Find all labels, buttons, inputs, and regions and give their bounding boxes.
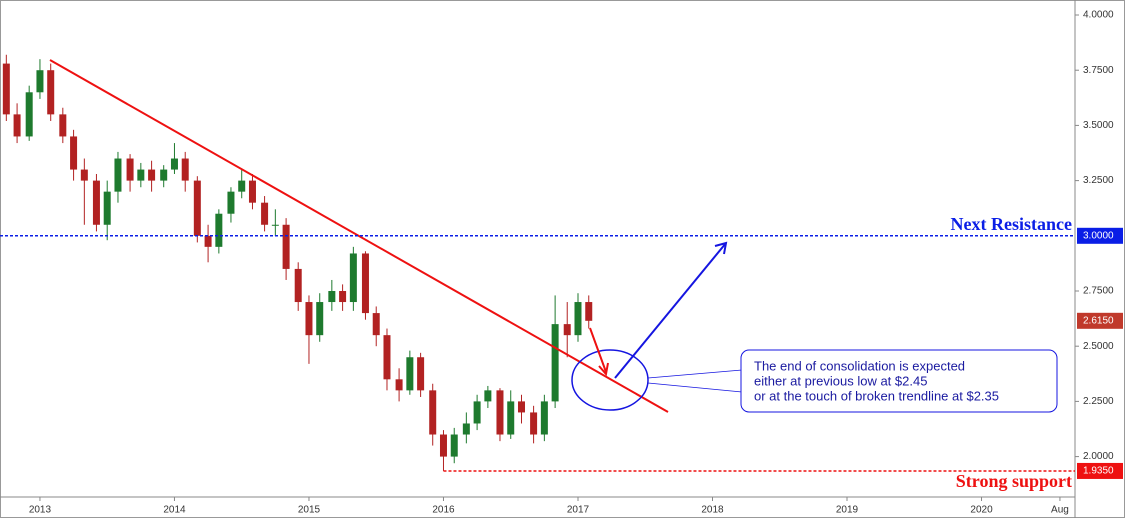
x-tick-label: 2015 <box>298 505 321 516</box>
candle-body <box>429 390 437 435</box>
candle-body <box>349 253 357 303</box>
candle-body <box>439 434 447 457</box>
target-ellipse <box>571 349 649 411</box>
candle-body <box>2 63 10 115</box>
candle-body <box>372 313 380 336</box>
candle-body <box>13 114 21 137</box>
candle-body <box>563 324 571 336</box>
last-price-bg <box>1077 312 1123 329</box>
candle-body <box>59 114 67 137</box>
x-tick-label: 2014 <box>163 505 186 516</box>
candle-body <box>383 335 391 380</box>
candle-body <box>574 302 582 336</box>
last-price-label: 2.6150 <box>1083 315 1114 326</box>
level-label-bg <box>1077 462 1123 479</box>
candle-body <box>294 268 302 303</box>
candle-body <box>316 302 324 336</box>
candle-body <box>47 70 55 115</box>
candle-body <box>215 213 223 247</box>
y-tick-label: 2.7500 <box>1083 286 1114 297</box>
level-name: Strong support <box>956 471 1072 491</box>
annotation-text: The end of consolidation is expected <box>754 358 965 373</box>
y-tick-label: 3.7500 <box>1083 65 1114 76</box>
candle-body <box>248 180 256 203</box>
up-arrow <box>614 242 727 379</box>
y-tick-label: 3.5000 <box>1083 120 1114 131</box>
y-tick-label: 3.2500 <box>1083 175 1114 186</box>
down-arrow <box>589 327 607 373</box>
candle-body <box>160 169 168 181</box>
level-label: 1.9350 <box>1083 466 1114 477</box>
level-label: 3.0000 <box>1083 230 1114 241</box>
candle-body <box>70 136 78 170</box>
candle-body <box>328 291 336 303</box>
y-tick-label: 4.0000 <box>1083 10 1114 21</box>
x-tick-label: 2019 <box>836 505 859 516</box>
candle-body <box>507 401 515 435</box>
candle-body <box>339 291 347 303</box>
candle-body <box>450 434 458 457</box>
x-tick-label: Aug <box>1051 505 1069 516</box>
candle-body <box>148 169 156 181</box>
annotation-text: either at previous low at $2.45 <box>754 373 927 388</box>
candle-body <box>238 180 246 192</box>
y-tick-label: 2.5000 <box>1083 341 1114 352</box>
candle-body <box>193 180 201 236</box>
x-tick-label: 2016 <box>432 505 455 516</box>
x-tick-label: 2018 <box>701 505 724 516</box>
annotation-box <box>740 349 1058 413</box>
candle-body <box>181 158 189 181</box>
x-tick-label: 2017 <box>567 505 590 516</box>
candle-body <box>540 401 548 435</box>
candle-body <box>484 390 492 402</box>
down-arrow-head <box>598 362 609 377</box>
candle-body <box>92 180 100 225</box>
candle-body <box>551 324 559 402</box>
callout-line <box>647 382 743 393</box>
candle-body <box>282 224 290 269</box>
y-tick-label: 2.0000 <box>1083 451 1114 462</box>
candle-body <box>25 92 33 137</box>
candle-body <box>517 401 525 413</box>
candle-body <box>103 191 111 225</box>
up-arrow-head <box>714 241 728 255</box>
candle-body <box>80 169 88 181</box>
candle-body <box>137 169 145 181</box>
candle-body <box>126 158 134 181</box>
candle-body <box>204 235 212 247</box>
candle-body <box>585 302 593 321</box>
candle-body <box>227 191 235 214</box>
candle-body <box>530 412 538 435</box>
candle-body <box>406 357 414 391</box>
candle-body <box>305 302 313 336</box>
candle-body <box>170 158 178 170</box>
x-tick-label: 2020 <box>970 505 993 516</box>
candle-body <box>417 357 425 391</box>
candle-body <box>261 202 269 225</box>
level-label-bg <box>1077 227 1123 244</box>
candle-body <box>496 390 504 435</box>
annotation-text: or at the touch of broken trendline at $… <box>754 388 999 403</box>
candle-body <box>271 224 279 226</box>
candle-body <box>395 379 403 391</box>
candle-body <box>36 70 44 93</box>
level-name: Next Resistance <box>951 214 1072 234</box>
candle-body <box>473 401 481 424</box>
callout-line <box>647 369 743 379</box>
candle-body <box>114 158 122 192</box>
x-tick-label: 2013 <box>29 505 52 516</box>
candle-body <box>361 253 369 314</box>
candle-body <box>462 423 470 435</box>
y-tick-label: 2.2500 <box>1083 396 1114 407</box>
trendline <box>49 59 669 413</box>
candles <box>2 54 593 471</box>
